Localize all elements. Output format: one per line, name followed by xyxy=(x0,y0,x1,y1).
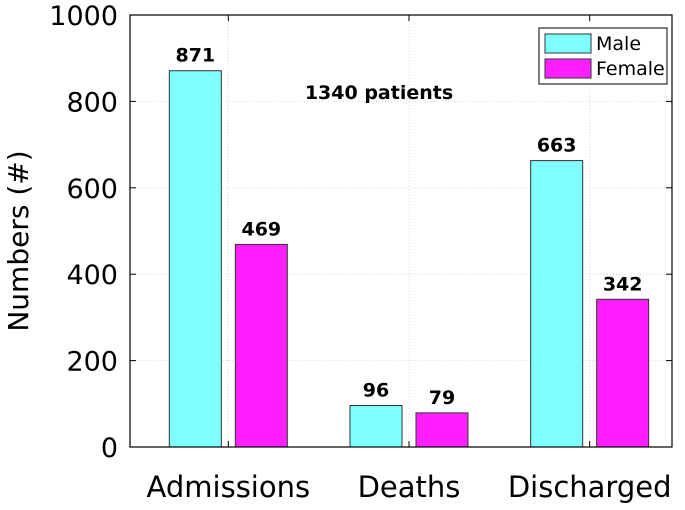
data-label-male-discharged: 663 xyxy=(537,135,577,157)
y-tick-label: 0 xyxy=(101,433,118,464)
y-tick-label: 200 xyxy=(66,347,118,378)
legend-label-male: Male xyxy=(596,33,641,55)
legend-label-female: Female xyxy=(596,58,665,80)
y-ticks: 0 200 400 600 800 1000 xyxy=(49,1,672,464)
y-axis-label: Numbers (#) xyxy=(2,150,35,331)
x-tick-label: Admissions xyxy=(147,470,311,504)
legend: Male Female xyxy=(538,27,668,85)
data-label-female-deaths: 79 xyxy=(429,387,455,409)
y-tick-label: 400 xyxy=(66,260,118,291)
bar-female-deaths xyxy=(415,412,469,448)
bar-male-deaths xyxy=(349,405,403,448)
data-label-female-admissions: 469 xyxy=(241,218,281,240)
x-tick-label: Deaths xyxy=(358,470,461,504)
x-tick-label: Discharged xyxy=(508,470,672,504)
legend-swatch-female xyxy=(544,58,592,79)
bar-male-admissions xyxy=(168,70,222,448)
data-label-male-deaths: 96 xyxy=(363,380,389,402)
patients-annotation: 1340 patients xyxy=(305,82,453,104)
plot-frame xyxy=(129,14,673,448)
data-label-female-discharged: 342 xyxy=(603,273,643,295)
y-tick-label: 800 xyxy=(66,87,118,118)
data-label-male-admissions: 871 xyxy=(175,45,215,67)
y-tick-label: 1000 xyxy=(49,1,118,32)
legend-swatch-male xyxy=(544,33,592,54)
bar-male-discharged xyxy=(530,160,584,448)
bar-female-admissions xyxy=(234,243,288,448)
y-tick-label: 600 xyxy=(66,174,118,205)
bar-female-discharged xyxy=(596,298,650,448)
data-labels: 871 469 96 79 663 342 xyxy=(175,45,642,409)
x-tick-labels: Admissions Deaths Discharged xyxy=(147,470,672,504)
